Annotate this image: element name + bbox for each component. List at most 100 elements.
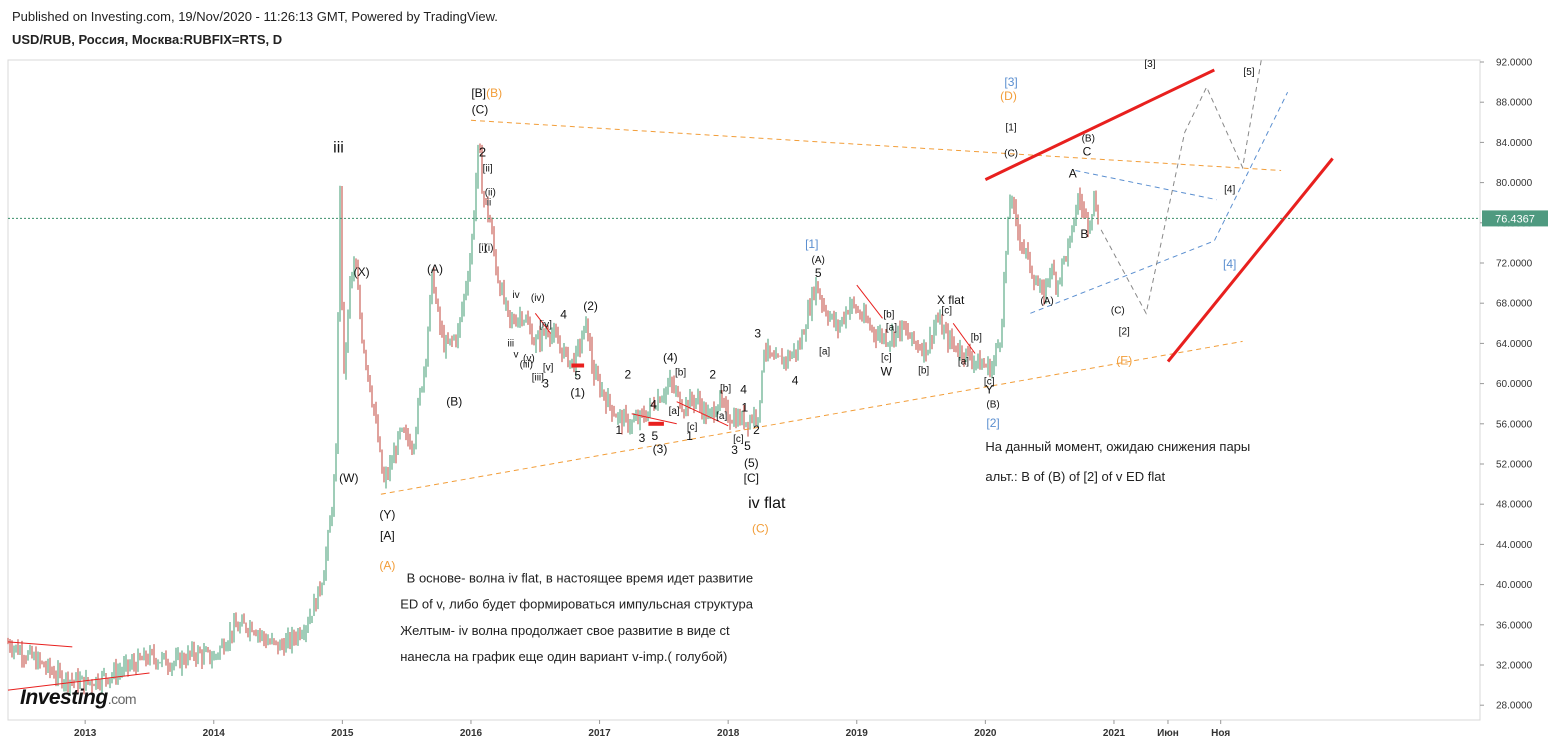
wave-label: (C) (472, 102, 489, 116)
red-trendline (856, 284, 883, 319)
y-tick-label: 72.0000 (1496, 259, 1533, 270)
wave-label: 3 (639, 431, 646, 445)
wave-label: [a] (669, 406, 680, 417)
y-tick-label: 52.0000 (1496, 460, 1533, 471)
wave-labels: iii(X)(W)(Y)[A](A)(A)(B)[B] (B)(C)2[ii](i… (333, 59, 1255, 573)
red-trendline (7, 641, 73, 648)
x-tick-label: 2013 (74, 728, 97, 739)
wave-label: v (513, 349, 518, 360)
wave-label: (C) (1004, 148, 1018, 159)
x-tick-label: 2014 (203, 728, 226, 739)
y-tick-label: 36.0000 (1496, 620, 1533, 631)
wave-label: [a] (958, 357, 969, 368)
wave-label: [b] (971, 332, 982, 343)
annotations: На данный момент, ожидаю снижения пары ал… (400, 439, 1250, 664)
wave-label: [iv] (539, 319, 552, 330)
wave-label: iii (333, 139, 344, 156)
wave-label: 3 (731, 443, 738, 457)
wave-label: [4] (1224, 185, 1235, 196)
wave-label: iv (512, 290, 519, 301)
wave-label: [v] (543, 363, 554, 374)
last-price-label: 76.4367 (1495, 213, 1535, 225)
y-axis: 92.000088.000084.000080.000076.000072.00… (1480, 58, 1533, 712)
annotation-text: На данный момент, ожидаю снижения пары (985, 439, 1250, 454)
wave-label: (A) (427, 262, 443, 276)
wave-label: [a] (716, 411, 727, 422)
wave-label: [iii] (532, 373, 544, 384)
grey-trendline (1100, 56, 1263, 315)
wave-label: 5 (574, 369, 581, 383)
wave-label: 2 (753, 423, 760, 437)
x-axis: 2013 2014 2015 2016 2017 2018 2019 2020 2021 Июн Н… (74, 720, 1230, 739)
x-tick-label: Июн (1157, 728, 1179, 739)
wave-label: (Y) (379, 507, 395, 521)
wave-label: 4 (740, 383, 747, 397)
wave-label: (5) (744, 456, 759, 470)
y-tick-label: 68.0000 (1496, 299, 1533, 310)
wave-label: (1) (570, 386, 585, 400)
wave-label: [4] (1223, 257, 1236, 271)
wave-label: [5] (1243, 67, 1254, 78)
publish-info: Published on Investing.com, 19/Nov/2020 … (12, 9, 498, 24)
investing-logo: Investing.com (20, 686, 137, 709)
wave-label: [1] (805, 237, 818, 251)
wave-label: [c] (984, 377, 995, 388)
wave-label: [1] (1006, 122, 1017, 133)
plot-frame (7, 59, 1481, 721)
wave-label: (E) (1116, 354, 1132, 368)
y-tick-label: 56.0000 (1496, 419, 1533, 430)
x-tick-label: 2021 (1103, 728, 1126, 739)
wave-label: 5 (744, 439, 751, 453)
wave-label: 4 (650, 398, 657, 412)
y-tick-label: 92.0000 (1496, 58, 1533, 69)
wave-label: [2] (986, 416, 999, 430)
y-tick-label: 28.0000 (1496, 701, 1533, 712)
wave-label: (3) (653, 442, 668, 456)
wave-label: [C] (744, 471, 759, 485)
wave-label: (4) (663, 350, 678, 364)
wave-label: (iii) (520, 360, 533, 371)
wave-label: (A) (1040, 296, 1053, 307)
y-tick-label: 80.0000 (1496, 178, 1533, 189)
trendlines (7, 56, 1334, 691)
wave-label: (ii) (485, 188, 496, 199)
wave-label: [B] (471, 86, 486, 100)
wave-label: B (1080, 227, 1088, 241)
wave-label: 5 (652, 429, 659, 443)
wave-label: (iv) (531, 293, 545, 304)
wave-label: [c] (687, 422, 698, 433)
wave-label: [c] (733, 434, 744, 445)
annotation-text: В основе- волна iv flat, в настоящее вре… (407, 571, 753, 586)
wave-label: 2 (625, 368, 632, 382)
wave-label: A (1069, 167, 1077, 181)
y-tick-label: 88.0000 (1496, 98, 1533, 109)
wave-label: (B) (986, 400, 999, 411)
wave-label: iii (507, 338, 514, 349)
orange-trendline (380, 340, 1243, 495)
wave-label: (B) (486, 86, 502, 100)
wave-label: 4 (560, 307, 567, 321)
orange-trendline (470, 119, 1282, 171)
wave-label: (A) (812, 255, 825, 266)
wave-label: 4 (792, 374, 799, 388)
wave-label: 1 (742, 401, 749, 415)
wave-label: [a] (819, 346, 830, 357)
wave-label: [c] (881, 352, 892, 363)
wave-label: 1 (686, 429, 693, 443)
red-trendline (7, 672, 150, 691)
wave-label: (2) (583, 299, 598, 313)
y-tick-label: 32.0000 (1496, 661, 1533, 672)
red-trendline (631, 413, 677, 425)
wave-label: (i) (485, 243, 494, 254)
wave-label: iv flat (748, 495, 786, 512)
x-tick-label: 2019 (846, 728, 869, 739)
wave-label: [ii] (483, 164, 493, 175)
wave-label: X flat (937, 293, 965, 307)
wave-label: 3 (542, 377, 549, 391)
y-tick-label: 44.0000 (1496, 540, 1533, 551)
wave-label: [b] (675, 368, 686, 379)
wave-label: [3] (1144, 59, 1155, 70)
wave-label: [3] (1004, 75, 1017, 89)
red-trendline (952, 323, 976, 354)
